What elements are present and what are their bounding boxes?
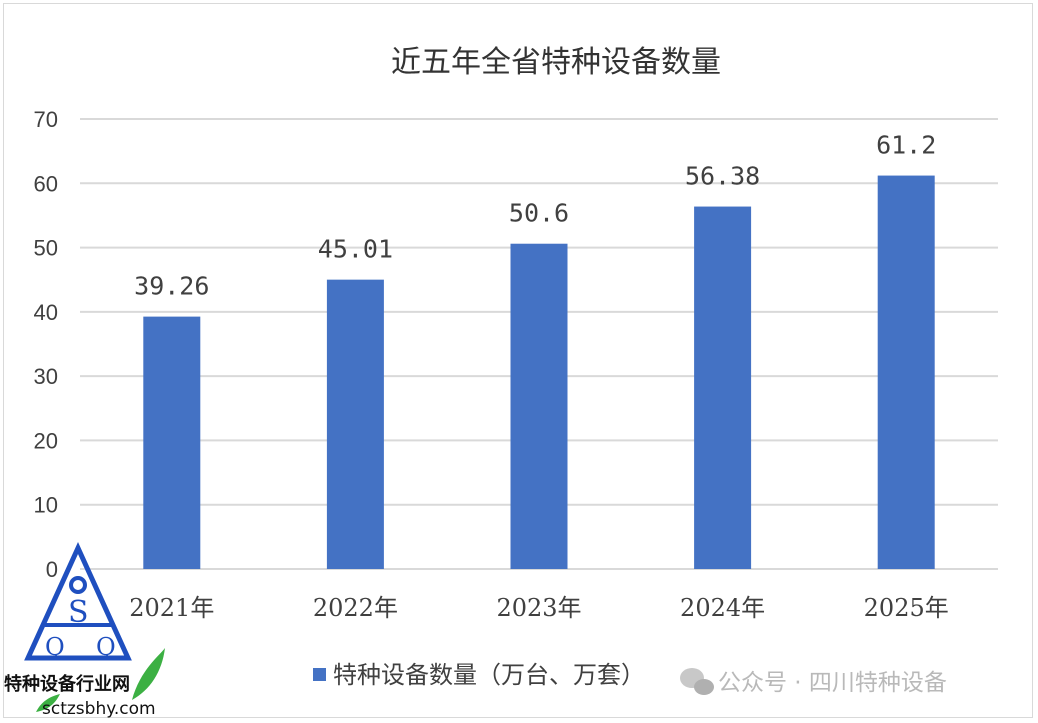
site-logo: Q S Q 特种设备行业网 sctzsbhy.com [4,541,165,719]
bars [143,175,935,570]
x-axis-ticks: 2021年 2022年 2023年 2024年 2025年 [129,594,948,622]
y-tick-label: 50 [34,236,58,261]
legend-label: 特种设备数量（万台、万套） [333,661,645,689]
data-label: 39.26 [134,272,209,301]
data-label: 50.6 [509,199,569,228]
x-tick-label: 2024年 [680,594,765,622]
x-tick-label: 2021年 [129,594,214,622]
y-tick-label: 10 [34,493,58,518]
leaf-icon [132,648,165,700]
data-label: 56.38 [685,162,760,191]
data-labels: 39.26 45.01 50.6 56.38 61.2 [134,131,936,301]
logo-url: sctzsbhy.com [42,699,156,719]
wechat-icon [680,668,714,695]
y-tick-label: 60 [34,171,58,196]
bar [694,206,752,570]
x-tick-label: 2022年 [313,594,398,622]
gridlines [80,118,998,570]
x-tick-label: 2023年 [496,594,581,622]
bar [510,243,568,569]
bar [877,175,935,570]
chart-title: 近五年全省特种设备数量 [391,45,721,80]
bar [143,316,201,569]
logo-letter: Q [45,633,65,661]
data-label: 45.01 [318,235,393,264]
y-axis-ticks: 0 10 20 30 40 50 60 70 [34,107,58,582]
legend: 特种设备数量（万台、万套） [313,661,645,689]
legend-swatch [313,668,326,681]
watermark: 公众号 · 四川特种设备 [680,668,947,696]
chart-frame [3,3,1033,718]
y-tick-label: 0 [46,557,58,582]
y-tick-label: 20 [34,428,58,453]
x-tick-label: 2025年 [864,594,949,622]
logo-triangle [24,541,132,661]
logo-name: 特种设备行业网 [4,673,130,695]
data-label: 61.2 [876,131,936,160]
bar [326,279,384,569]
watermark-text: 公众号 · 四川特种设备 [718,670,947,696]
y-tick-label: 40 [34,300,58,325]
y-tick-label: 30 [34,364,58,389]
logo-letter: Q [96,633,116,661]
y-tick-label: 70 [34,107,58,132]
logo-letter: S [68,595,89,630]
